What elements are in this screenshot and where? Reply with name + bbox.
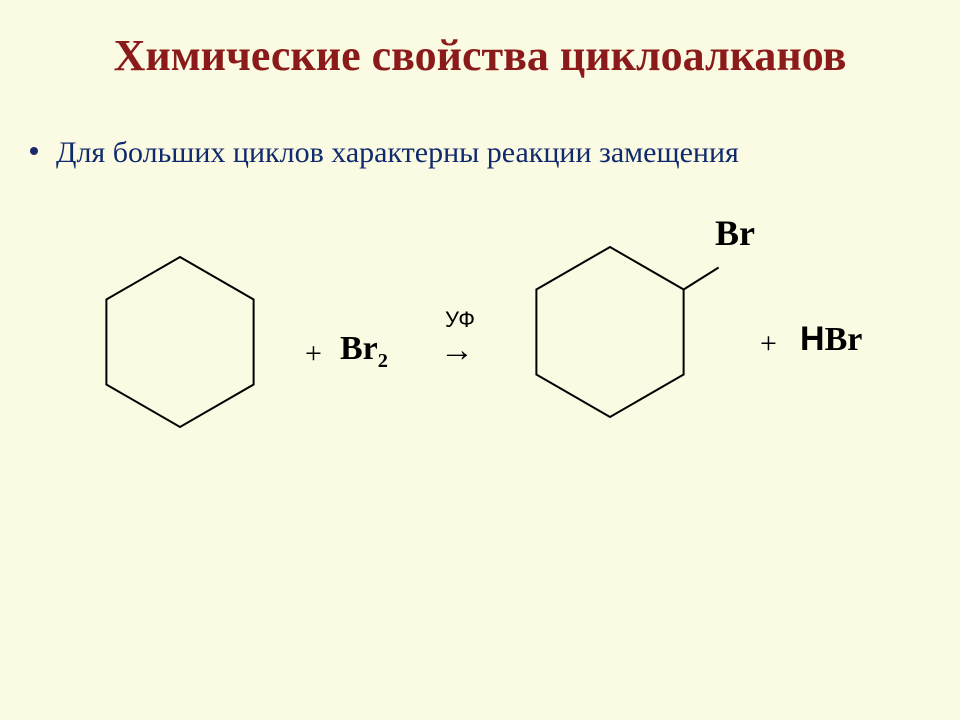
br2-subscript: 2 (378, 350, 388, 372)
slide-subtitle: Для больших циклов характерны реакции за… (56, 133, 739, 172)
product-hexagon (510, 232, 770, 452)
reactant-hexagon (80, 242, 280, 462)
plus-sign-1: + (305, 337, 322, 371)
bullet-icon (30, 147, 38, 155)
reaction-condition: УФ (445, 307, 475, 333)
br2-base: Br (340, 330, 378, 367)
hbr-br: Br (825, 321, 863, 358)
br2-label: Br2 (340, 330, 388, 373)
reaction-diagram: + Br2 УФ → Br + HBr (40, 212, 940, 472)
plus-sign-2: + (760, 327, 777, 361)
br-substituent-label: Br (715, 212, 755, 254)
slide-title: Химические свойства циклоалканов (0, 0, 960, 83)
bullet-row: Для больших циклов характерны реакции за… (30, 133, 960, 172)
hbr-h: H (800, 320, 825, 358)
reaction-arrow: → (440, 332, 474, 370)
slide: Химические свойства циклоалканов Для бол… (0, 0, 960, 720)
hbr-label: HBr (800, 320, 862, 359)
